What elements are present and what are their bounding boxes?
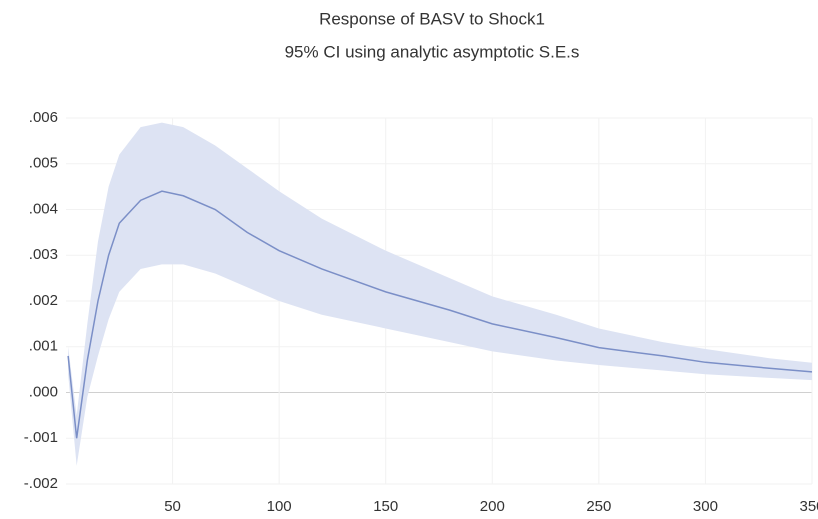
y-tick-label: .002: [29, 292, 58, 309]
y-tick-label: -.001: [24, 429, 58, 446]
y-tick-label: .001: [29, 338, 58, 355]
y-tick-label: .005: [29, 155, 58, 172]
x-tick-label: 350: [799, 498, 818, 515]
x-tick-label: 150: [373, 498, 398, 515]
y-tick-label: .000: [29, 383, 58, 400]
y-tick-label: .006: [29, 109, 58, 126]
x-tick-label: 200: [480, 498, 505, 515]
x-tick-label: 100: [267, 498, 292, 515]
confidence-band: [68, 122, 813, 466]
x-tick-label: 50: [164, 498, 181, 515]
x-tick-label: 300: [693, 498, 718, 515]
chart-title: Response of BASV to Shock1: [319, 9, 545, 28]
response-line: [67, 190, 813, 439]
y-tick-label: .004: [29, 200, 58, 217]
chart-subtitle: 95% CI using analytic asymptotic S.E.s: [285, 42, 580, 61]
y-tick-label: .003: [29, 246, 58, 263]
x-tick-label: 250: [586, 498, 611, 515]
y-tick-label: -.002: [24, 475, 58, 492]
